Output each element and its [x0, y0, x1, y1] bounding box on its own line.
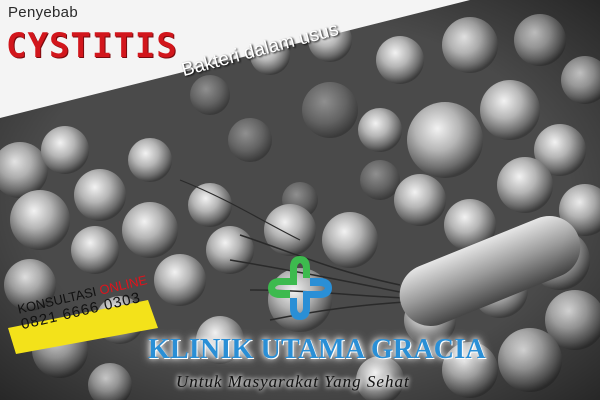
promo-badge — [8, 300, 158, 354]
medical-cross-logo-icon — [268, 256, 332, 320]
clinic-name: KLINIK UTAMA GRACIA — [148, 334, 486, 365]
subtitle-text: Penyebab — [8, 4, 78, 21]
clinic-tagline: Untuk Masyarakat Yang Sehat — [176, 372, 410, 391]
page-title: CYSTITIS — [6, 26, 178, 66]
